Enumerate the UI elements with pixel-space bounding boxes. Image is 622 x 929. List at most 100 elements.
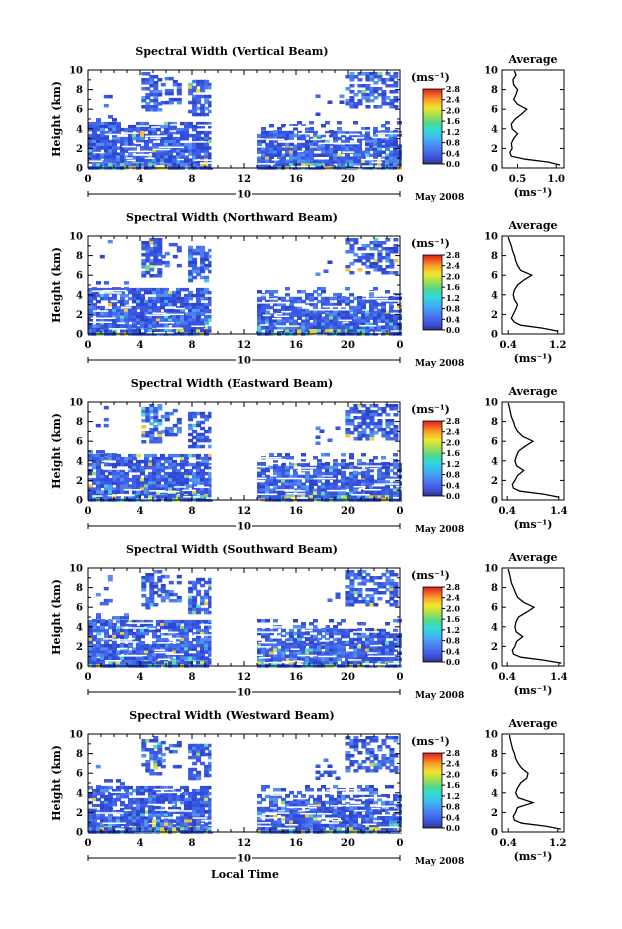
x-tick-label: 12 [237, 340, 251, 351]
y-tick-label: 4 [76, 622, 83, 633]
profile-y-tick-label: 6 [491, 603, 498, 614]
profile-y-tick-label: 0 [491, 164, 498, 175]
colorbar-tick-label: 0.0 [446, 823, 460, 833]
colorbar-tick-label: 0.8 [446, 470, 460, 480]
profile-y-tick-label: 0 [491, 662, 498, 673]
colorbar-tick-label: 0.0 [446, 491, 460, 501]
y-axis-label: Height (km) [50, 579, 63, 655]
panel-1: Spectral Width (Northward Beam) 0 2 4 6 8 10 He… [50, 211, 567, 369]
heatmap-field [88, 402, 423, 502]
date-label: May 2008 [415, 359, 464, 369]
profile-x-label: (ms⁻¹) [514, 352, 553, 365]
profile-y-tick-label: 6 [491, 271, 498, 282]
colorbar-tick-label: 2.0 [446, 105, 460, 115]
day-marker-label: 10 [237, 522, 251, 533]
x-tick-label: 0 [397, 174, 404, 185]
colorbar-tick-label: 1.2 [446, 625, 460, 635]
profile-line [509, 70, 561, 166]
y-tick-label: 0 [76, 496, 83, 507]
heatmap-field [88, 70, 424, 170]
y-tick-label: 6 [76, 437, 83, 448]
y-tick-label: 8 [76, 417, 83, 428]
y-tick-label: 10 [69, 232, 83, 243]
y-tick-label: 0 [76, 164, 83, 175]
colorbar-tick-label: 1.6 [446, 116, 460, 126]
y-tick-label: 8 [76, 251, 83, 262]
colorbar [422, 586, 443, 663]
colorbar [422, 420, 443, 497]
x-tick-label: 4 [137, 672, 144, 683]
x-tick-label: 20 [341, 340, 355, 351]
y-tick-label: 2 [76, 808, 83, 819]
day-marker-label: 10 [237, 190, 251, 201]
colorbar-tick-label: 0.0 [446, 325, 460, 335]
colorbar-tick-label: 1.6 [446, 780, 460, 790]
data-gap [211, 568, 257, 666]
x-axis-label: Local Time [211, 868, 279, 881]
y-tick-label: 10 [69, 730, 83, 741]
profile-y-tick-label: 6 [491, 105, 498, 116]
x-tick-label: 16 [289, 174, 303, 185]
profile-title: Average [507, 53, 557, 66]
profile-y-tick-label: 8 [491, 85, 498, 96]
x-tick-label: 0 [85, 838, 92, 849]
panel-4: Spectral Width (Westward Beam) 0 2 4 6 8 10 Hei… [50, 709, 567, 867]
profile-frame [501, 235, 565, 335]
colorbar-tick-label: 0.4 [446, 480, 460, 490]
profile-y-tick-label: 10 [484, 564, 498, 575]
x-tick-label: 16 [289, 672, 303, 683]
x-tick-label: 0 [397, 672, 404, 683]
colorbar [422, 88, 443, 165]
x-tick-label: 4 [137, 506, 144, 517]
colorbar-tick-label: 2.8 [446, 84, 460, 94]
colorbar-tick-label: 2.4 [446, 95, 460, 105]
profile-x-label: (ms⁻¹) [514, 186, 553, 199]
profile-y-tick-label: 2 [491, 642, 498, 653]
x-tick-label: 8 [189, 506, 196, 517]
panel-0: Spectral Width (Vertical Beam) 0 2 4 6 8 10 Hei… [50, 45, 565, 203]
colorbar-tick-label: 1.6 [446, 448, 460, 458]
x-tick-label: 12 [237, 838, 251, 849]
profile-x-tick-label: 0.5 [509, 174, 526, 185]
date-label: May 2008 [415, 525, 464, 535]
profile-frame [501, 733, 565, 833]
colorbar-tick-label: 0.4 [446, 314, 460, 324]
x-tick-label: 12 [237, 174, 251, 185]
profile-line [507, 236, 558, 332]
day-marker-gap [236, 193, 252, 195]
data-gap [211, 236, 257, 334]
y-tick-label: 8 [76, 749, 83, 760]
date-label: May 2008 [415, 691, 464, 701]
colorbar-tick-label: 0.8 [446, 802, 460, 812]
profile-y-tick-label: 0 [491, 496, 498, 507]
colorbar-tick-label: 0.8 [446, 304, 460, 314]
colorbar-units-label: (ms⁻¹) [411, 403, 450, 416]
y-tick-label: 4 [76, 124, 83, 135]
colorbar-tick-label: 2.4 [446, 593, 460, 603]
y-tick-label: 2 [76, 144, 83, 155]
day-marker-label: 10 [237, 854, 251, 865]
x-tick-label: 0 [85, 672, 92, 683]
x-tick-label: 16 [289, 506, 303, 517]
profile-x-tick-label: 1.4 [550, 506, 567, 517]
y-tick-label: 2 [76, 642, 83, 653]
profile-y-tick-label: 8 [491, 749, 498, 760]
profile-x-label: (ms⁻¹) [514, 684, 553, 697]
x-tick-label: 4 [137, 174, 144, 185]
colorbar-tick-label: 2.0 [446, 603, 460, 613]
colorbar-tick-label: 2.4 [446, 759, 460, 769]
panel-title: Spectral Width (Northward Beam) [126, 211, 338, 224]
panel-title: Spectral Width (Southward Beam) [126, 543, 338, 556]
profile-line [507, 402, 559, 498]
x-tick-label: 0 [397, 506, 404, 517]
profile-x-tick-label: 0.4 [498, 672, 515, 683]
profile-title: Average [507, 717, 557, 730]
x-tick-label: 20 [341, 174, 355, 185]
colorbar-tick-label: 1.6 [446, 614, 460, 624]
colorbar-tick-label: 0.4 [446, 812, 460, 822]
y-tick-label: 4 [76, 290, 83, 301]
profile-y-tick-label: 8 [491, 583, 498, 594]
panel-2: Spectral Width (Eastward Beam) 0 2 4 6 8 10 Hei… [50, 377, 568, 535]
x-tick-label: 8 [189, 340, 196, 351]
profile-y-tick-label: 6 [491, 769, 498, 780]
